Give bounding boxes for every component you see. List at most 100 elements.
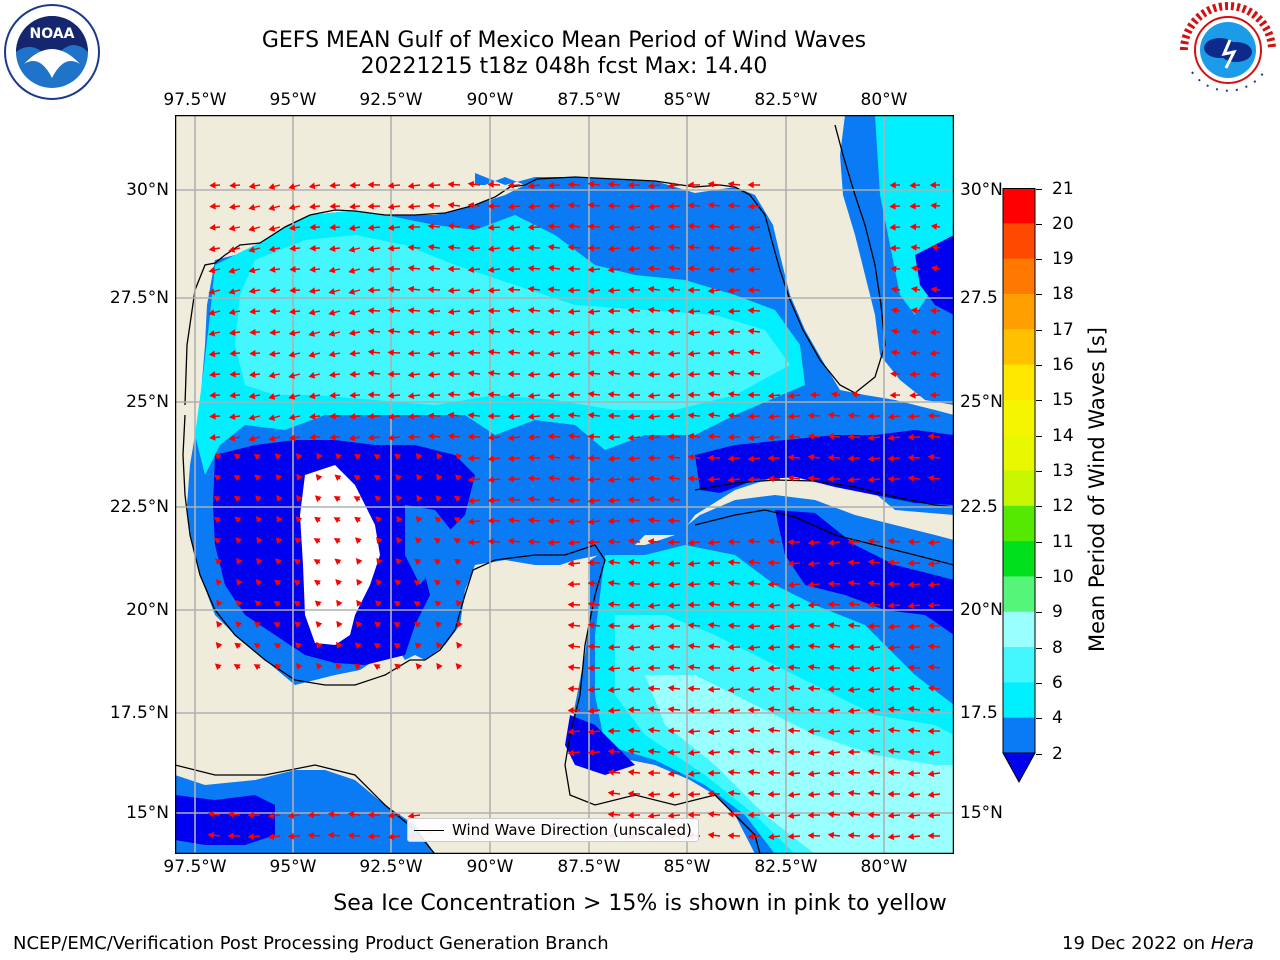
- colorbar-bin: [1003, 399, 1035, 436]
- wind-wave-arrowhead: [787, 581, 795, 589]
- wind-wave-arrowhead: [467, 476, 475, 484]
- wind-wave-arrowhead: [328, 288, 336, 295]
- lon-tick-bottom: 97.5°W: [163, 857, 227, 877]
- wind-wave-arrowhead: [707, 265, 714, 273]
- wind-wave-arrowhead: [727, 707, 735, 715]
- wind-wave-arrowhead: [767, 454, 774, 462]
- wind-wave-arrowhead: [807, 685, 815, 692]
- lon-tick-top: 87.5°W: [557, 90, 621, 110]
- wind-wave-arrowhead: [647, 812, 655, 820]
- wind-wave-arrowhead: [587, 748, 594, 756]
- wind-wave-arrowhead: [707, 370, 714, 378]
- wind-wave-arrowhead: [627, 286, 634, 294]
- wind-wave-arrowhead: [414, 642, 422, 650]
- wind-wave-arrowhead: [827, 411, 835, 419]
- wind-wave-arrowhead: [727, 349, 735, 356]
- wind-wave-arrowhead: [467, 180, 475, 188]
- wind-wave-arrowhead: [867, 455, 875, 463]
- wind-wave-arrowhead: [467, 202, 475, 209]
- wind-wave-arrowhead: [273, 643, 281, 650]
- wind-wave-arrowhead: [887, 602, 894, 609]
- wind-wave-arrowhead: [487, 370, 495, 377]
- wind-wave-arrowhead: [547, 474, 555, 482]
- wind-wave-arrowhead: [887, 623, 895, 631]
- wind-wave-arrowhead: [727, 223, 734, 231]
- wind-wave-arrowhead: [867, 412, 874, 420]
- wind-wave-arrowhead: [767, 602, 775, 610]
- wind-wave-arrowhead: [213, 496, 221, 503]
- wind-wave-arrowhead: [328, 309, 336, 316]
- wind-wave-arrowhead: [667, 748, 674, 756]
- wind-wave-arrowhead: [647, 791, 654, 798]
- wind-wave-arrowhead: [907, 769, 914, 777]
- wind-wave-arrowhead: [327, 831, 335, 839]
- wind-wave-arrowhead: [296, 662, 303, 670]
- wind-wave-arrowhead: [367, 391, 374, 399]
- wind-wave-arrowhead: [309, 433, 316, 441]
- wind-wave-arrowhead: [349, 181, 356, 189]
- wind-wave-arrowhead: [587, 433, 594, 441]
- wind-wave-arrowhead: [807, 727, 814, 735]
- wind-wave-arrowhead: [647, 685, 654, 692]
- wind-wave-arrowhead: [687, 580, 694, 588]
- wind-wave-arrowhead: [647, 581, 654, 588]
- wind-wave-arrowhead: [587, 600, 595, 608]
- wind-wave-arrowhead: [787, 622, 794, 630]
- wind-wave-arrowhead: [316, 662, 323, 670]
- lat-tick-left: 22.5°N: [109, 497, 169, 517]
- wind-wave-arrowhead: [507, 286, 514, 294]
- wind-wave-arrowhead: [209, 434, 216, 441]
- wind-wave-arrowhead: [376, 557, 383, 565]
- colorbar: [1002, 188, 1036, 784]
- wind-wave-arrowhead: [667, 264, 675, 272]
- wind-wave-arrowhead: [314, 600, 322, 608]
- wind-wave-arrowhead: [507, 391, 514, 399]
- wind-wave-arrowhead: [456, 620, 463, 628]
- wind-wave-arrowhead: [767, 434, 775, 442]
- wind-wave-arrowhead: [314, 516, 322, 524]
- wind-wave-arrowhead: [507, 181, 514, 189]
- wind-wave-arrowhead: [867, 768, 875, 776]
- wind-wave-arrowhead: [887, 559, 894, 566]
- lat-tick-right: 15°N: [960, 803, 1003, 823]
- wind-wave-arrowhead: [607, 476, 615, 484]
- wind-wave-arrowhead: [527, 349, 534, 357]
- wind-wave-arrowhead: [249, 349, 256, 357]
- colorbar-label: 9: [1052, 602, 1063, 623]
- wind-wave-arrowhead: [927, 643, 935, 650]
- wind-wave-arrowhead: [787, 832, 794, 840]
- wind-wave-arrowhead: [767, 664, 774, 672]
- wind-wave-arrowhead: [249, 308, 256, 315]
- wind-wave-arrowhead: [228, 203, 236, 210]
- wind-wave-arrowhead: [267, 812, 275, 819]
- wind-wave-arrowhead: [850, 391, 858, 398]
- wind-wave-arrowhead: [427, 264, 435, 272]
- wind-wave-arrowhead: [328, 371, 336, 378]
- wind-wave-arrowhead: [727, 455, 735, 462]
- wind-wave-arrowhead: [329, 223, 336, 231]
- wind-wave-arrowhead: [367, 412, 374, 420]
- wind-wave-arrowhead: [335, 663, 343, 670]
- wind-wave-arrowhead: [767, 790, 774, 798]
- wind-wave-arrowhead: [647, 726, 655, 734]
- wind-wave-arrowhead: [907, 538, 914, 546]
- wind-wave-arrowhead: [727, 810, 735, 818]
- wind-wave-arrowhead: [927, 622, 934, 630]
- wind-wave-arrowhead: [747, 286, 754, 294]
- wind-wave-arrowhead: [827, 728, 835, 736]
- wind-wave-arrowhead: [607, 643, 614, 651]
- wind-wave-arrowhead: [455, 600, 463, 607]
- wind-wave-arrowhead: [607, 579, 615, 587]
- wind-wave-arrowhead: [807, 749, 815, 756]
- wind-wave-arrowhead: [887, 455, 894, 462]
- wind-wave-arrowhead: [487, 538, 495, 545]
- wind-wave-arrowhead: [387, 833, 395, 841]
- wind-wave-arrowhead: [847, 832, 854, 839]
- wind-wave-arrowhead: [308, 351, 316, 358]
- colorbar-bin: [1003, 258, 1035, 295]
- wind-wave-arrowhead: [215, 578, 223, 586]
- wind-wave-arrowhead: [707, 769, 714, 777]
- wind-wave-arrowhead: [667, 517, 674, 525]
- wind-wave-arrowhead: [207, 831, 215, 839]
- wind-wave-arrowhead: [667, 243, 675, 251]
